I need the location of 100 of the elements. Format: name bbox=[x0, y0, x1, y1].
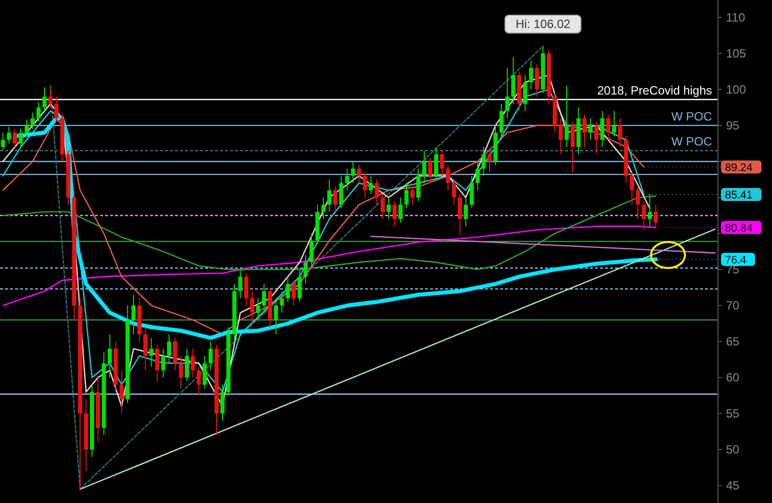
candlestick bbox=[24, 119, 29, 137]
candlestick bbox=[606, 114, 610, 140]
candlestick bbox=[12, 128, 17, 148]
candlestick bbox=[386, 196, 391, 220]
candlestick bbox=[570, 121, 575, 173]
candlestick bbox=[108, 334, 112, 378]
candlestick bbox=[333, 186, 338, 212]
candlestick bbox=[274, 298, 278, 335]
candlestick bbox=[262, 283, 266, 314]
candlestick bbox=[404, 182, 409, 209]
candlestick bbox=[350, 160, 356, 184]
candlestick bbox=[558, 118, 563, 155]
candlestick bbox=[172, 337, 178, 371]
candlestick bbox=[149, 337, 154, 368]
candlestick bbox=[452, 178, 456, 206]
candlestick bbox=[511, 56, 516, 104]
candlestick bbox=[470, 175, 474, 209]
candlestick bbox=[250, 290, 254, 324]
candlestick bbox=[476, 160, 480, 191]
candlestick bbox=[120, 370, 124, 414]
candlestick bbox=[458, 193, 462, 236]
candlestick bbox=[588, 118, 592, 140]
candlestick bbox=[636, 186, 640, 220]
candlestick bbox=[482, 146, 486, 176]
candlestick bbox=[339, 175, 344, 209]
candlestick bbox=[36, 102, 41, 122]
ref-line-label: W POC bbox=[671, 134, 712, 149]
candlestick bbox=[196, 366, 201, 396]
candlestick bbox=[131, 294, 136, 335]
y-tick-label: 45 bbox=[726, 478, 740, 493]
candlestick bbox=[368, 175, 373, 194]
data-label: 89.24 bbox=[725, 162, 753, 174]
y-tick-label: 100 bbox=[726, 82, 746, 96]
candlestick bbox=[54, 96, 58, 122]
candlestick bbox=[440, 150, 444, 176]
candlestick bbox=[298, 269, 302, 302]
ref-line-label: 2018, PreCovid highs bbox=[597, 84, 712, 98]
candlestick bbox=[280, 290, 284, 314]
candlestick bbox=[499, 103, 504, 140]
candlestick bbox=[564, 85, 569, 148]
candlestick bbox=[178, 355, 184, 389]
y-tick-label: 55 bbox=[726, 406, 740, 421]
candlestick bbox=[523, 74, 528, 112]
candlestick bbox=[0, 132, 6, 152]
candlestick bbox=[220, 384, 225, 422]
candlestick bbox=[534, 64, 540, 98]
annotation: Hi: 106.02 bbox=[516, 17, 571, 32]
candlestick bbox=[167, 334, 172, 364]
candlestick bbox=[505, 67, 510, 119]
candlestick bbox=[374, 178, 379, 206]
ref-line-label: W POC bbox=[671, 109, 712, 124]
candlestick bbox=[582, 114, 587, 148]
candlestick bbox=[30, 112, 35, 130]
candlestick bbox=[362, 172, 368, 198]
candlestick bbox=[208, 341, 213, 371]
candlestick bbox=[18, 128, 23, 148]
y-tick-label: 105 bbox=[726, 46, 746, 60]
candlestick bbox=[529, 60, 534, 90]
candlestick bbox=[356, 164, 362, 184]
candlestick bbox=[600, 110, 604, 148]
candlestick bbox=[42, 86, 47, 112]
y-tick-label: 70 bbox=[726, 298, 740, 313]
candlestick bbox=[612, 110, 616, 137]
candlestick bbox=[304, 254, 308, 284]
candlestick bbox=[618, 118, 622, 148]
candlestick bbox=[398, 196, 403, 224]
candlestick bbox=[286, 276, 290, 302]
candlestick bbox=[292, 280, 296, 306]
candlestick bbox=[6, 126, 11, 144]
y-tick-label: 60 bbox=[726, 370, 740, 385]
candlestick bbox=[244, 272, 248, 306]
candlestick bbox=[642, 200, 646, 230]
candlestick bbox=[654, 204, 658, 227]
candlestick bbox=[48, 88, 53, 108]
candlestick bbox=[184, 348, 189, 382]
candlestick bbox=[487, 150, 492, 173]
candlestick bbox=[630, 172, 634, 206]
candlestick bbox=[190, 348, 195, 378]
candlestick bbox=[238, 269, 242, 299]
candlestick bbox=[327, 178, 332, 212]
data-label: 85.41 bbox=[725, 190, 753, 202]
candlestick bbox=[594, 121, 598, 155]
candlestick bbox=[309, 232, 314, 266]
candlestick bbox=[434, 146, 438, 180]
y-tick-label: 95 bbox=[726, 118, 740, 132]
candlestick bbox=[345, 168, 350, 191]
candlestick bbox=[410, 186, 414, 206]
candlestick bbox=[155, 344, 160, 382]
data-label: 80.84 bbox=[725, 222, 753, 234]
candlestick bbox=[648, 193, 652, 227]
y-tick-label: 110 bbox=[726, 10, 746, 24]
candlestick bbox=[321, 196, 326, 220]
candlestick bbox=[202, 355, 207, 389]
candlestick bbox=[446, 164, 450, 191]
candlestick bbox=[416, 168, 420, 202]
candlestick bbox=[256, 298, 260, 320]
candlestick bbox=[428, 157, 432, 184]
candlestick bbox=[422, 150, 426, 184]
candlestick bbox=[392, 200, 397, 227]
candlestick bbox=[161, 348, 166, 378]
